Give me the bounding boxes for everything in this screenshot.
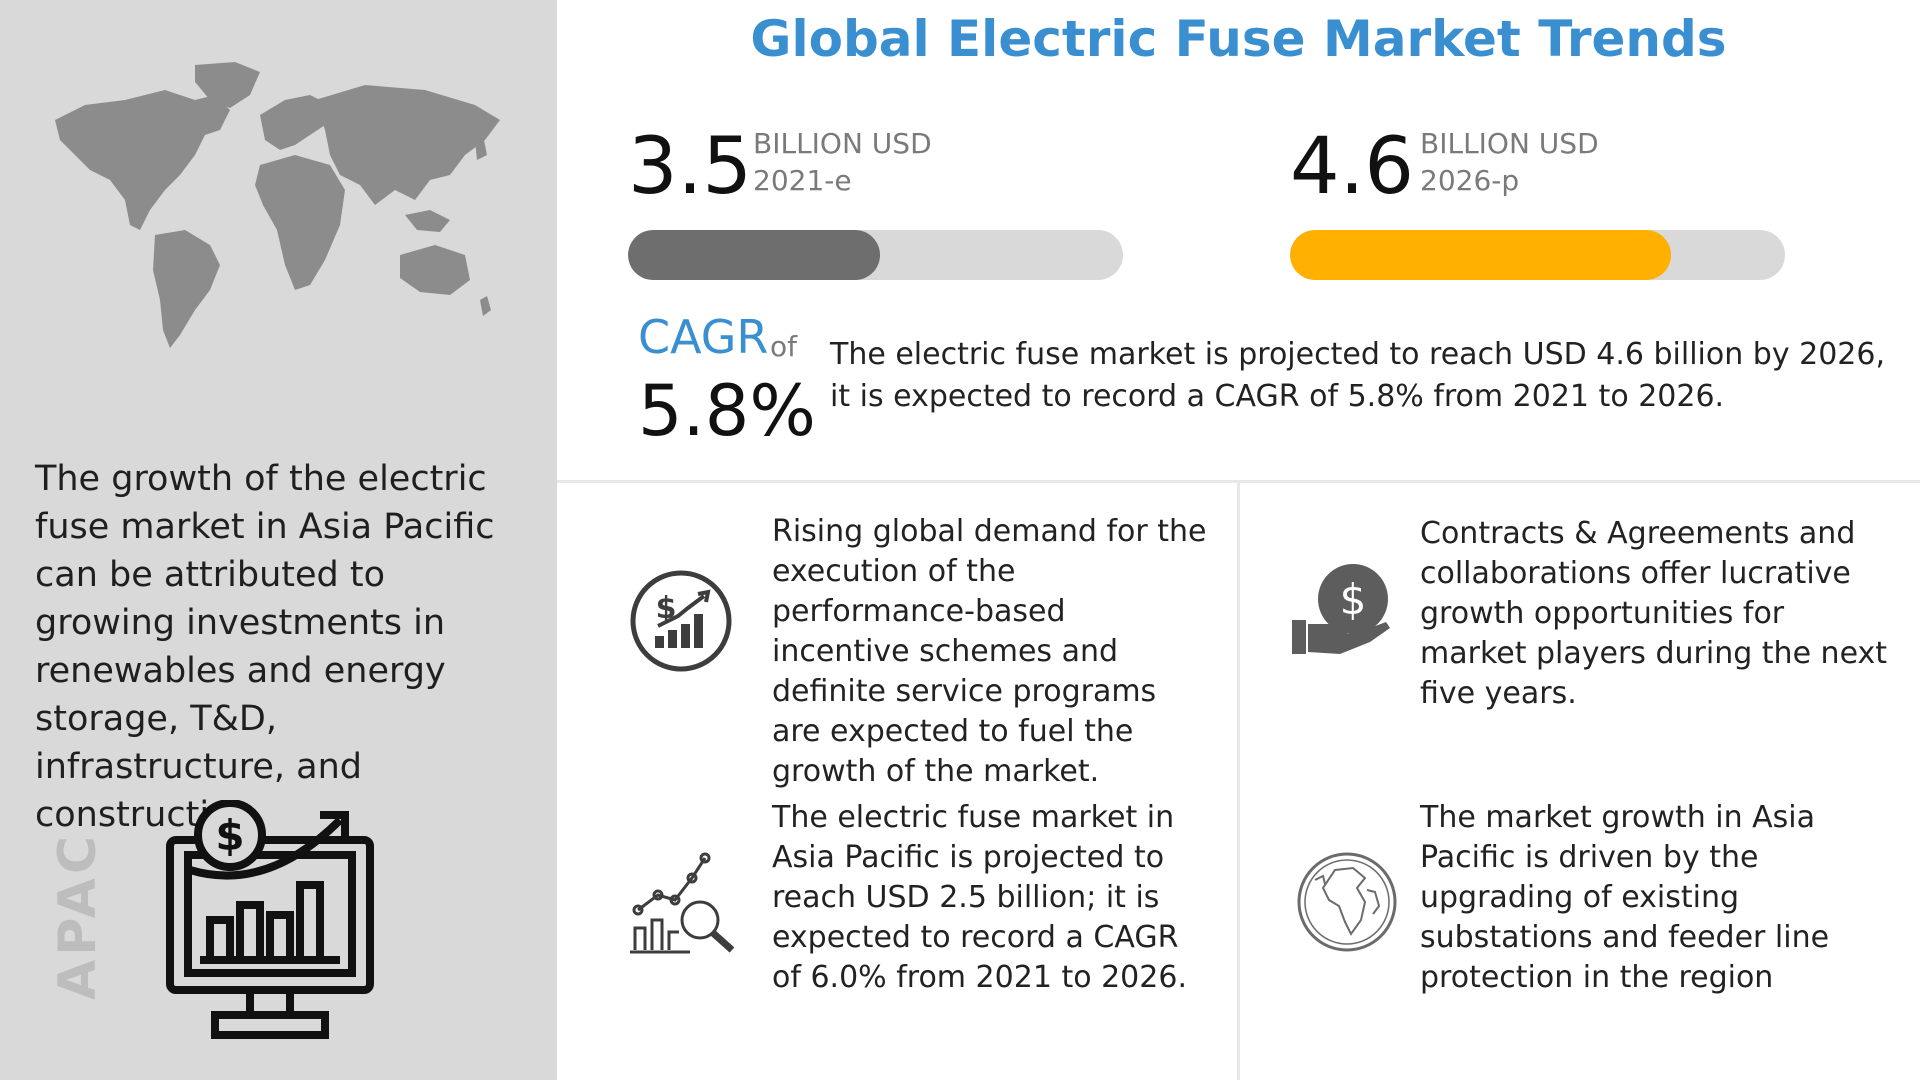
horizontal-divider [557,480,1920,483]
vertical-divider [1237,482,1240,1080]
hand-dollar-icon: $ [1292,564,1390,654]
market-value-2026: 4.6 [1290,122,1415,212]
feature-text-contracts-agreements: Contracts & Agreements and collaboration… [1420,516,1888,711]
svg-text:$: $ [215,811,244,860]
cagr-label: CAGR [638,310,769,364]
left-panel: The growth of the electric fuse market i… [0,0,557,1080]
globe-icon [1297,852,1397,952]
world-map-icon [55,62,500,348]
market-year-2026: 2026-p [1420,164,1520,197]
market-unit-2026: BILLION USD [1420,127,1599,160]
monitor-dollar-chart-icon: $ [166,800,374,1039]
feature-text-incentive-schemes: Rising global demand for the execution o… [772,514,1207,789]
progress-fill-2021 [628,230,881,280]
market-year-2021: 2021-e [753,164,852,197]
cagr-description: The electric fuse market is projected to… [830,337,1885,414]
market-unit-2021: BILLION USD [753,127,932,160]
feature-text-apac-projection: The electric fuse market in Asia Pacific… [772,800,1187,995]
analytics-magnifier-icon [630,852,735,954]
progress-bar-2026 [1290,230,1785,280]
feature-text-apac-substations: The market growth in Asia Pacific is dri… [1420,800,1830,995]
progress-bar-2021 [628,230,1123,280]
page-title: Global Electric Fuse Market Trends [750,10,1727,68]
apac-growth-text: The growth of the electric fuse market i… [35,459,495,835]
progress-fill-2026 [1290,230,1672,280]
cagr-of-text: of [770,330,797,363]
market-value-2021: 3.5 [628,122,753,212]
apac-region-label: APAC [48,832,108,1000]
dollar-growth-chart-icon: $ [630,570,732,672]
svg-text:$: $ [1340,575,1367,624]
cagr-value: 5.8% [638,370,816,452]
